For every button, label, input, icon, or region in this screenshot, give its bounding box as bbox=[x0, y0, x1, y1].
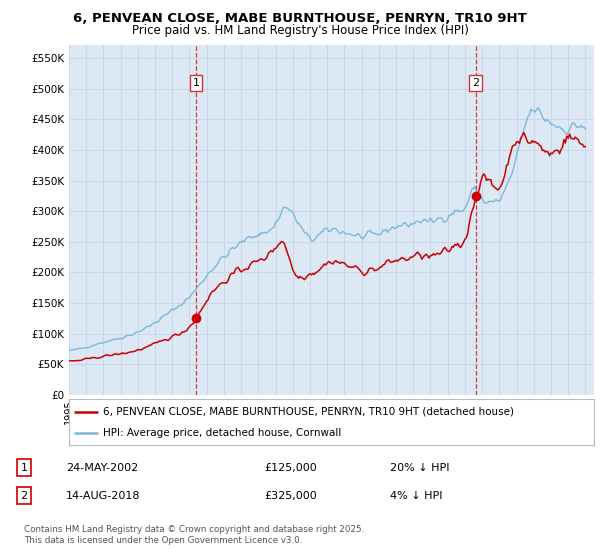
Text: £325,000: £325,000 bbox=[264, 491, 317, 501]
Text: 24-MAY-2002: 24-MAY-2002 bbox=[66, 463, 138, 473]
Text: 6, PENVEAN CLOSE, MABE BURNTHOUSE, PENRYN, TR10 9HT: 6, PENVEAN CLOSE, MABE BURNTHOUSE, PENRY… bbox=[73, 12, 527, 25]
Text: Price paid vs. HM Land Registry's House Price Index (HPI): Price paid vs. HM Land Registry's House … bbox=[131, 24, 469, 36]
Text: 4% ↓ HPI: 4% ↓ HPI bbox=[390, 491, 443, 501]
Text: 6, PENVEAN CLOSE, MABE BURNTHOUSE, PENRYN, TR10 9HT (detached house): 6, PENVEAN CLOSE, MABE BURNTHOUSE, PENRY… bbox=[103, 407, 514, 417]
Text: 20% ↓ HPI: 20% ↓ HPI bbox=[390, 463, 449, 473]
Text: 1: 1 bbox=[193, 78, 200, 88]
Text: Contains HM Land Registry data © Crown copyright and database right 2025.
This d: Contains HM Land Registry data © Crown c… bbox=[24, 525, 364, 545]
Text: £125,000: £125,000 bbox=[264, 463, 317, 473]
Text: HPI: Average price, detached house, Cornwall: HPI: Average price, detached house, Corn… bbox=[103, 428, 341, 438]
Text: 1: 1 bbox=[20, 463, 28, 473]
Text: 2: 2 bbox=[472, 78, 479, 88]
Text: 2: 2 bbox=[20, 491, 28, 501]
Text: 14-AUG-2018: 14-AUG-2018 bbox=[66, 491, 140, 501]
